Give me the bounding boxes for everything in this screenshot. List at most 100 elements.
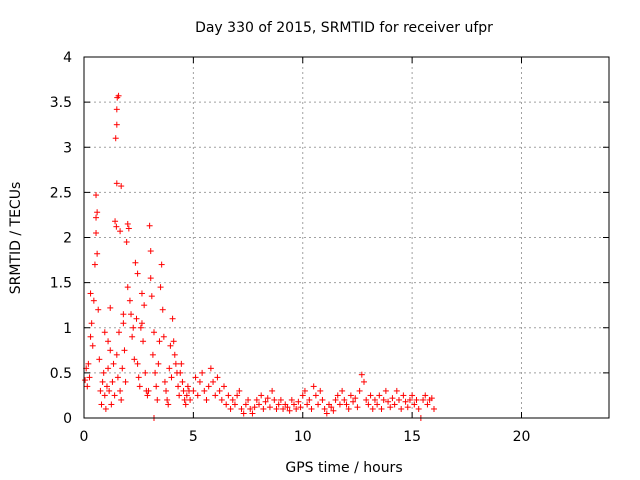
data-point	[231, 401, 238, 408]
data-point	[120, 311, 127, 318]
data-point	[111, 392, 118, 399]
data-point	[422, 392, 429, 399]
data-point	[102, 405, 109, 412]
data-point	[240, 410, 247, 417]
data-point	[365, 401, 372, 408]
data-point	[280, 405, 287, 412]
data-point	[149, 351, 156, 358]
data-point	[134, 270, 141, 277]
axis-ticks: 0 5 10 15 20 0 0.5 1 1.5 2 2.5 3 3.5 4	[50, 50, 609, 445]
data-point	[129, 333, 136, 340]
data-point	[431, 405, 437, 412]
data-point	[312, 392, 319, 399]
data-point	[119, 365, 126, 372]
scatter-points	[82, 92, 437, 421]
data-point	[352, 395, 359, 402]
data-point	[100, 369, 107, 376]
data-point	[177, 369, 184, 376]
data-point	[181, 396, 188, 403]
data-point	[234, 392, 241, 399]
data-point	[221, 383, 227, 390]
data-point	[130, 324, 137, 331]
data-point	[97, 387, 104, 394]
data-point	[406, 396, 413, 403]
data-point	[87, 333, 94, 340]
data-point	[175, 383, 182, 390]
data-point	[152, 369, 159, 376]
y-tick-label: 1.5	[50, 276, 72, 292]
data-point	[98, 401, 105, 408]
data-point	[420, 396, 427, 403]
data-point	[245, 396, 252, 403]
data-point	[118, 396, 125, 403]
data-point	[393, 387, 400, 394]
data-point	[107, 347, 114, 354]
data-point	[164, 396, 171, 403]
data-point	[264, 395, 271, 402]
data-point	[275, 401, 282, 408]
data-point	[182, 401, 189, 408]
data-point	[284, 404, 291, 411]
data-point	[86, 374, 93, 381]
data-point	[227, 405, 234, 412]
data-point	[167, 342, 174, 349]
data-point	[321, 405, 328, 412]
data-point	[96, 356, 103, 363]
data-point	[306, 396, 313, 403]
data-point	[118, 183, 125, 190]
x-tick-label: 0	[80, 429, 89, 445]
data-point	[95, 306, 102, 313]
data-point	[203, 396, 210, 403]
data-point	[171, 351, 178, 358]
data-point	[396, 396, 402, 403]
data-point	[196, 378, 203, 385]
data-point	[266, 404, 273, 411]
data-point	[147, 275, 154, 282]
data-point	[90, 297, 97, 304]
data-point	[122, 378, 129, 385]
data-point	[310, 383, 317, 390]
data-point	[85, 360, 92, 367]
data-point	[376, 392, 383, 399]
y-axis-label: SRMTID / TECUs	[8, 182, 24, 295]
data-point	[238, 405, 245, 412]
data-point	[82, 377, 89, 384]
data-point	[367, 392, 374, 399]
data-point	[183, 392, 190, 399]
data-point	[153, 383, 160, 390]
x-axis-label: GPS time / hours	[285, 460, 402, 476]
data-point	[404, 404, 411, 411]
data-point	[157, 284, 164, 291]
data-point	[148, 293, 155, 300]
data-point	[358, 371, 365, 378]
x-tick-label: 5	[189, 429, 198, 445]
data-point	[299, 392, 306, 399]
data-point	[192, 374, 199, 381]
data-point	[84, 383, 91, 390]
data-point	[301, 387, 308, 394]
chart-title: Day 330 of 2015, SRMTID for receiver ufp…	[195, 20, 493, 36]
data-point	[163, 387, 170, 394]
data-point	[363, 396, 370, 403]
data-point	[341, 396, 348, 403]
data-point	[398, 405, 405, 412]
data-point	[101, 329, 108, 336]
data-point	[391, 401, 398, 408]
data-point	[144, 392, 151, 399]
data-point	[286, 407, 293, 414]
data-point	[288, 396, 295, 403]
y-tick-label: 3.5	[50, 95, 72, 111]
grid	[84, 57, 609, 418]
data-point	[165, 401, 172, 408]
data-point	[262, 398, 269, 405]
data-point	[156, 338, 163, 345]
data-point	[295, 398, 302, 405]
data-point	[128, 311, 135, 318]
data-point	[184, 383, 191, 390]
data-point	[277, 396, 284, 403]
data-point	[89, 342, 96, 349]
data-point	[210, 378, 217, 385]
x-tick-label: 20	[513, 429, 531, 445]
data-point	[334, 392, 341, 399]
